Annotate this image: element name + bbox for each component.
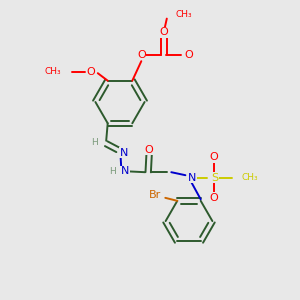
Text: O: O <box>159 27 168 37</box>
Text: O: O <box>184 50 193 60</box>
Text: H: H <box>92 138 98 147</box>
Text: O: O <box>137 50 146 60</box>
Text: O: O <box>86 67 95 77</box>
Text: CH₃: CH₃ <box>242 173 258 182</box>
Text: S: S <box>211 172 218 183</box>
Text: H: H <box>109 167 116 176</box>
Text: CH₃: CH₃ <box>45 67 61 76</box>
Text: N: N <box>188 172 196 183</box>
Text: CH₃: CH₃ <box>176 10 192 19</box>
Text: O: O <box>210 193 219 203</box>
Text: Br: Br <box>149 190 161 200</box>
Text: N: N <box>121 166 129 176</box>
Text: O: O <box>210 152 219 162</box>
Text: N: N <box>120 148 128 158</box>
Text: O: O <box>145 145 154 155</box>
